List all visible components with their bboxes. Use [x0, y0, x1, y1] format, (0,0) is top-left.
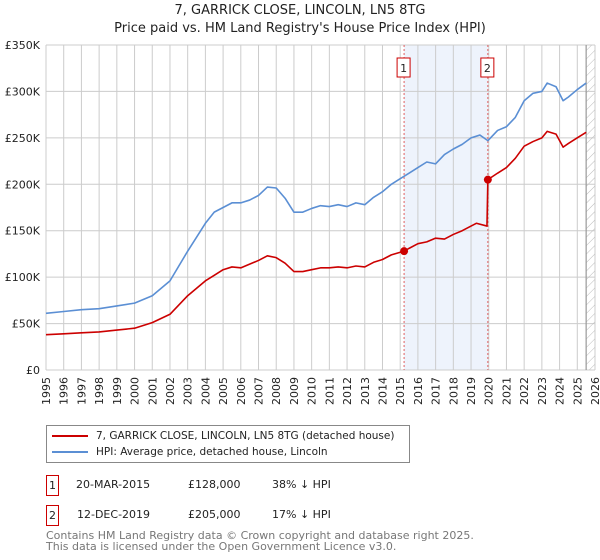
x-tick-label: 2026	[589, 377, 600, 405]
x-tick-label: 2009	[288, 377, 301, 405]
x-tick-label: 2005	[217, 377, 230, 405]
y-tick-label: £350K	[5, 39, 41, 52]
marker-badge: 1	[46, 475, 59, 496]
x-tick-label: 2016	[412, 377, 425, 405]
x-tick-label: 1996	[58, 377, 71, 405]
y-tick-label: £250K	[5, 132, 41, 145]
x-tick-label: 2003	[182, 377, 195, 405]
x-tick-label: 2019	[465, 377, 478, 405]
footer-licence: This data is licensed under the Open Gov…	[46, 540, 397, 553]
chart-subtitle: Price paid vs. HM Land Registry's House …	[114, 21, 486, 36]
legend-item-property: 7, GARRICK CLOSE, LINCOLN, LN5 8TG (deta…	[52, 428, 394, 444]
transaction-price: £128,000	[188, 478, 241, 491]
y-tick-label: £150K	[5, 225, 41, 238]
x-tick-label: 2020	[483, 377, 496, 405]
x-tick-label: 2014	[376, 377, 389, 405]
forecast-hatch	[586, 45, 595, 370]
y-tick-label: £50K	[12, 318, 41, 331]
x-tick-label: 2021	[500, 377, 513, 405]
transaction-date: 12-DEC-2019	[77, 508, 151, 521]
legend-swatch-blue	[52, 451, 88, 453]
sale-period-shading	[404, 45, 488, 370]
sale-marker	[400, 247, 409, 256]
y-tick-label: £200K	[5, 178, 41, 191]
transaction-row: 2 12-DEC-2019 £205,000 17% ↓ HPI	[46, 505, 446, 527]
x-tick-label: 2001	[146, 377, 159, 405]
property-price-line	[45, 130, 587, 336]
x-tick-label: 2012	[341, 377, 354, 405]
legend-swatch-red	[52, 435, 88, 437]
x-tick-label: 1999	[111, 377, 124, 405]
hpi-line	[45, 82, 587, 315]
legend-label: 7, GARRICK CLOSE, LINCOLN, LN5 8TG (deta…	[96, 430, 395, 442]
y-tick-label: £300K	[5, 85, 41, 98]
transaction-hpi-diff: 17% ↓ HPI	[272, 508, 331, 521]
y-tick-label: £100K	[5, 271, 41, 284]
price-chart: 1995 1996 1997 1998 1999 2000 2001 2002 2003 2004…	[5, 39, 600, 405]
sale-label: 1	[400, 62, 407, 75]
x-tick-label: 2002	[164, 377, 177, 405]
transaction-date: 20-MAR-2015	[76, 478, 151, 491]
x-tick-label: 2024	[554, 377, 567, 405]
sale-label-box	[480, 57, 495, 78]
sale-label: 2	[484, 62, 491, 75]
x-tick-label: 2015	[394, 377, 407, 405]
x-tick-label: 2023	[536, 377, 549, 405]
sale-label-box	[396, 57, 411, 78]
transaction-hpi-diff: 38% ↓ HPI	[272, 478, 331, 491]
x-tick-label: 2004	[199, 377, 212, 405]
x-tick-label: 2013	[359, 377, 372, 405]
legend: 7, GARRICK CLOSE, LINCOLN, LN5 8TG (deta…	[46, 425, 410, 463]
x-tick-label: 2011	[323, 377, 336, 405]
x-tick-label: 2007	[253, 377, 266, 405]
x-tick-label: 1997	[75, 377, 88, 405]
chart-title: 7, GARRICK CLOSE, LINCOLN, LN5 8TG	[174, 3, 426, 18]
transaction-price: £205,000	[188, 508, 241, 521]
x-tick-label: 2017	[430, 377, 443, 405]
x-tick-label: 2010	[306, 377, 319, 405]
legend-label: HPI: Average price, detached house, Linc…	[96, 446, 328, 458]
x-tick-label: 2022	[518, 377, 531, 405]
y-tick-label: £0	[26, 364, 40, 377]
transaction-row: 1 20-MAR-2015 £128,000 38% ↓ HPI	[46, 475, 446, 497]
sale-marker	[483, 175, 492, 184]
marker-badge: 2	[46, 505, 59, 526]
x-tick-label: 2018	[447, 377, 460, 405]
footer-copyright: Contains HM Land Registry data © Crown c…	[46, 529, 474, 542]
x-tick-label: 2006	[235, 377, 248, 405]
x-tick-label: 2000	[129, 377, 142, 405]
x-tick-label: 1998	[93, 377, 106, 405]
legend-item-hpi: HPI: Average price, detached house, Linc…	[52, 444, 328, 460]
x-tick-label: 1995	[40, 377, 53, 405]
x-tick-label: 2008	[270, 377, 283, 405]
x-tick-label: 2025	[571, 377, 584, 405]
